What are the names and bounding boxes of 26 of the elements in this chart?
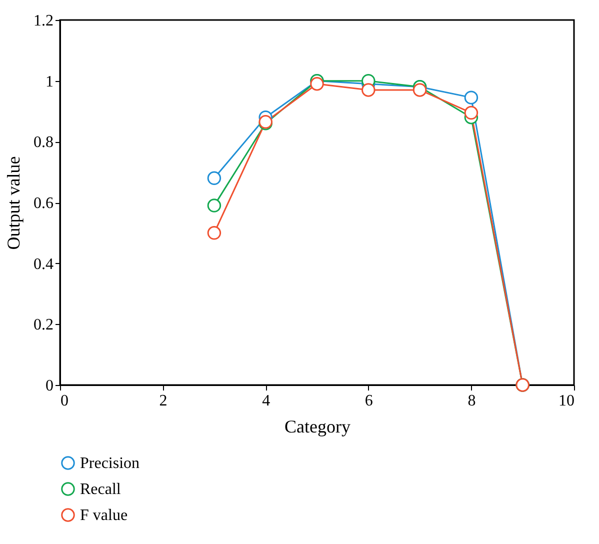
point (207, 171, 222, 186)
point (207, 226, 222, 240)
legend-label: Precision (80, 455, 140, 472)
legend-label: Recall (80, 481, 122, 498)
x-tick-label: 4 (262, 392, 270, 410)
point (464, 106, 478, 120)
y-tick-label: 0.8 (34, 134, 54, 152)
y-tick-label: 0.4 (34, 256, 54, 273)
x-tick-label: 0 (60, 392, 68, 410)
point (362, 83, 376, 97)
y-tick-label: 1.2 (34, 12, 54, 30)
x-tick-label: 10 (558, 392, 574, 410)
x-tick-label: 8 (468, 392, 476, 410)
point (464, 90, 478, 104)
y-axis-title: Output value (4, 156, 24, 250)
y-tick-label: 0.6 (34, 195, 54, 212)
point (207, 198, 222, 212)
legend-label: F value (80, 507, 128, 524)
point (310, 77, 324, 91)
y-tick-label: 0.2 (34, 316, 54, 334)
x-tick-label: 6 (364, 392, 373, 410)
x-axis-title: Category (284, 416, 350, 436)
x-tick-label: 2 (159, 392, 168, 410)
y-tick-label: 1 (46, 73, 54, 90)
point (412, 83, 427, 97)
y-tick-label: 0 (46, 378, 54, 394)
